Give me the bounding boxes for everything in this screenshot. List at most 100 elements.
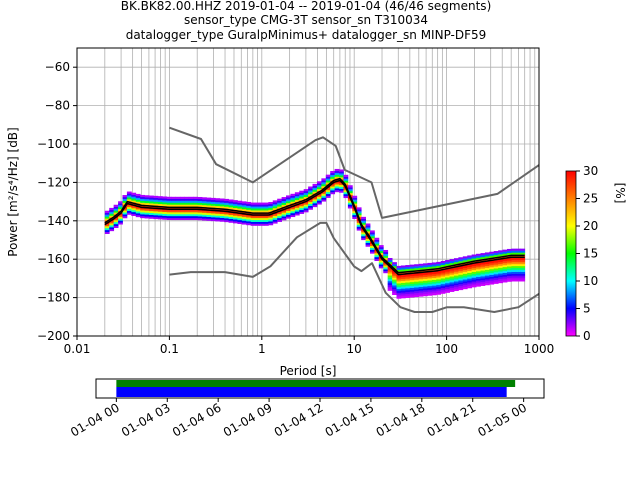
histogram-cell	[449, 282, 455, 285]
histogram-cell	[188, 214, 194, 217]
histogram-cell	[232, 217, 238, 220]
psd-histogram	[104, 168, 526, 299]
histogram-cell	[281, 202, 287, 205]
histogram-cell	[339, 190, 344, 193]
histogram-cell	[316, 202, 322, 205]
histogram-cell	[104, 229, 110, 233]
histogram-cell	[493, 262, 499, 265]
histogram-cell	[277, 200, 283, 203]
histogram-cell	[263, 223, 269, 226]
histogram-cell	[400, 282, 406, 285]
histogram-cell	[423, 265, 428, 268]
histogram-cell	[396, 275, 402, 278]
histogram-cell	[241, 220, 247, 223]
histogram-cell	[423, 290, 428, 293]
histogram-cell	[458, 280, 464, 283]
histogram-cell	[118, 201, 123, 204]
x-tick-label: 0.01	[64, 342, 91, 356]
histogram-cell	[462, 258, 468, 261]
histogram-cell	[520, 248, 526, 251]
histogram-cell	[162, 217, 168, 220]
histogram-cell	[515, 264, 521, 267]
histogram-cell	[347, 204, 353, 207]
histogram-cell	[299, 196, 305, 199]
histogram-cell	[458, 270, 464, 273]
histogram-cell	[392, 279, 397, 282]
histogram-cell	[263, 202, 269, 205]
histogram-cell	[325, 182, 331, 185]
histogram-cell	[312, 197, 318, 200]
histogram-cell	[409, 283, 415, 286]
histogram-cell	[502, 270, 508, 273]
histogram-cell	[113, 212, 119, 215]
histogram-cell	[144, 202, 150, 206]
histogram-cell	[104, 212, 110, 215]
histogram-cell	[515, 252, 521, 255]
histogram-cell	[462, 267, 468, 270]
histogram-cell	[356, 222, 362, 225]
histogram-cell	[175, 210, 181, 213]
histogram-cell	[188, 196, 194, 199]
histogram-cell	[259, 221, 265, 224]
histogram-cell	[423, 272, 428, 276]
histogram-cell	[312, 191, 318, 194]
histogram-cell	[374, 258, 380, 261]
histogram-cell	[188, 198, 194, 201]
histogram-cell	[493, 268, 499, 271]
histogram-cell	[268, 223, 274, 226]
histogram-cell	[299, 206, 305, 209]
histogram-cell	[250, 217, 256, 221]
histogram-cell	[347, 200, 353, 203]
histogram-cell	[281, 216, 287, 219]
histogram-cell	[246, 217, 252, 220]
histogram-cell	[259, 216, 265, 219]
histogram-cell	[316, 194, 322, 197]
histogram-cell	[334, 170, 340, 173]
histogram-cell	[193, 214, 199, 217]
histogram-cell	[272, 206, 278, 209]
histogram-cell	[268, 217, 274, 220]
histogram-cell	[241, 218, 247, 221]
histogram-cell	[193, 204, 199, 207]
histogram-cell	[179, 202, 185, 205]
histogram-cell	[378, 252, 384, 255]
histogram-cell	[268, 202, 274, 205]
histogram-cell	[449, 270, 455, 273]
histogram-cell	[166, 210, 172, 213]
histogram-cell	[294, 199, 300, 203]
histogram-cell	[396, 277, 402, 280]
histogram-cell	[144, 195, 150, 198]
histogram-cell	[232, 205, 238, 209]
histogram-cell	[396, 283, 402, 286]
histogram-cell	[193, 196, 199, 199]
histogram-cell	[493, 254, 499, 257]
histogram-cell	[498, 279, 503, 282]
histogram-cell	[445, 275, 450, 278]
histogram-cell	[219, 217, 225, 220]
histogram-cell	[184, 212, 190, 215]
histogram-cell	[498, 275, 503, 278]
histogram-cell	[449, 287, 455, 291]
histogram-cell	[431, 262, 437, 265]
histogram-cell	[374, 253, 380, 256]
histogram-cell	[462, 273, 468, 276]
histogram-cell	[418, 277, 424, 280]
histogram-cell	[498, 259, 503, 263]
histogram-cell	[418, 286, 424, 289]
histogram-cell	[445, 271, 450, 274]
histogram-cell	[440, 276, 446, 279]
histogram-cell	[339, 188, 344, 191]
histogram-cell	[361, 224, 366, 227]
histogram-cell	[484, 269, 490, 272]
histogram-cell	[109, 213, 115, 216]
histogram-cell	[343, 190, 349, 193]
histogram-cell	[184, 202, 190, 205]
histogram-cell	[299, 194, 305, 197]
histogram-cell	[286, 208, 291, 211]
histogram-cell	[122, 200, 128, 203]
histogram-cell	[369, 245, 375, 248]
histogram-cell	[414, 264, 420, 267]
histogram-cell	[140, 216, 145, 219]
histogram-cell	[250, 202, 256, 205]
histogram-cell	[520, 262, 526, 265]
